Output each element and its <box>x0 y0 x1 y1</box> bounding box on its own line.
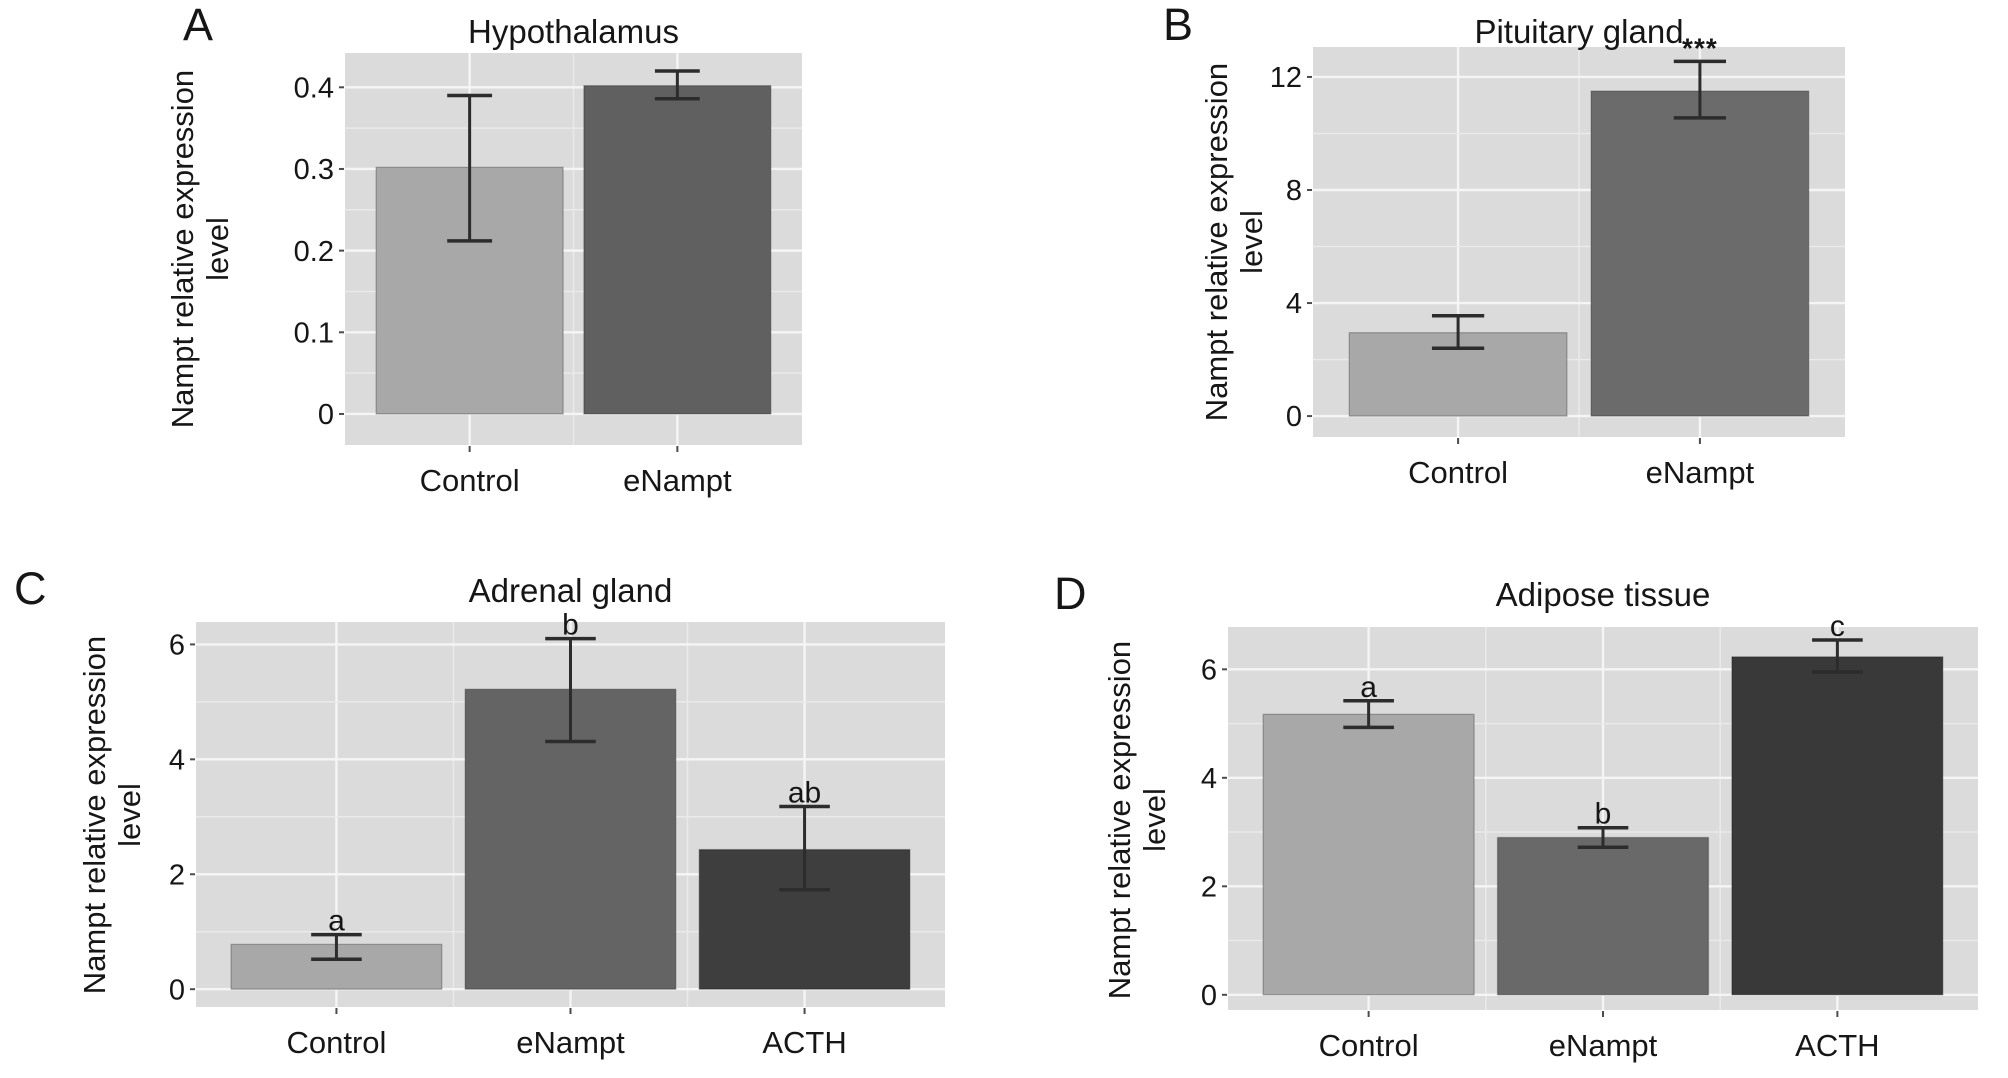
y-tick-label: 0 <box>169 974 185 1006</box>
y-tick-label: 0 <box>1201 980 1217 1012</box>
y-tick-label: 4 <box>169 744 185 776</box>
x-category-label: Control <box>1319 1028 1419 1063</box>
x-category-label: eNampt <box>516 1025 625 1060</box>
y-axis-label-line1: Nampt relative expression <box>165 69 200 429</box>
panel-c-letter: C <box>14 563 47 614</box>
significance-annotation: *** <box>1682 32 1718 63</box>
panel-b-chart: *** 0 4 8 12 Control eNampt <box>1270 32 1845 490</box>
significance-annotation: ab <box>788 776 821 809</box>
x-category-label: ACTH <box>1795 1028 1879 1063</box>
y-tick-label: 8 <box>1286 175 1302 207</box>
x-category-label: eNampt <box>1646 455 1755 490</box>
x-category-label: ACTH <box>762 1025 846 1060</box>
y-axis-label-line1: Nampt relative expression <box>1199 62 1234 422</box>
panel-d-y-axis-label: Nampt relative expression level <box>1102 630 1172 1010</box>
y-axis-label-line2: level <box>200 217 235 281</box>
x-category-label: Control <box>1408 455 1508 490</box>
panel-d-title: Adipose tissue <box>1495 576 1711 613</box>
y-tick-label: 0.3 <box>294 154 334 186</box>
y-tick-label: 0.2 <box>294 236 334 268</box>
significance-annotation: a <box>328 905 345 938</box>
bar-enampt <box>1590 90 1810 417</box>
panel-a-letter: A <box>183 0 214 50</box>
y-axis-label-line1: Nampt relative expression <box>77 635 112 995</box>
significance-annotation: c <box>1830 610 1845 643</box>
y-axis-label-line2: level <box>1234 210 1269 274</box>
y-tick-label: 2 <box>1201 871 1217 903</box>
panel-b-letter: B <box>1163 0 1194 50</box>
x-category-label: eNampt <box>623 463 732 498</box>
y-tick-label: 2 <box>169 859 185 891</box>
y-tick-label: 0.1 <box>294 317 334 349</box>
panel-b-title: Pituitary gland <box>1474 13 1684 50</box>
panel-a-y-axis-label: Nampt relative expression level <box>165 53 235 445</box>
bar-control <box>1262 713 1475 996</box>
x-category-label: Control <box>286 1025 386 1060</box>
y-tick-label: 0 <box>1286 401 1302 433</box>
y-tick-label: 12 <box>1270 62 1302 94</box>
panel-c-title: Adrenal gland <box>468 572 673 609</box>
y-tick-label: 6 <box>1201 654 1217 686</box>
panel-d-letter: D <box>1054 568 1087 619</box>
y-axis-label-line2: level <box>112 783 147 847</box>
significance-annotation: a <box>1360 671 1377 704</box>
panel-c-y-axis-label: Nampt relative expression level <box>77 623 147 1007</box>
x-category-label: eNampt <box>1549 1028 1658 1063</box>
bar-enampt <box>1496 836 1710 996</box>
panel-b-y-axis-label: Nampt relative expression level <box>1199 47 1269 437</box>
panel-a-chart: 0 0.1 0.2 0.3 0.4 Control eNampt <box>294 53 802 498</box>
y-tick-label: 4 <box>1286 288 1302 320</box>
x-category-label: Control <box>420 463 520 498</box>
significance-annotation: b <box>562 609 579 642</box>
bar-enampt <box>583 85 772 415</box>
y-tick-label: 6 <box>169 630 185 662</box>
panel-a-title: Hypothalamus <box>468 13 679 50</box>
significance-annotation: b <box>1595 798 1612 831</box>
y-tick-label: 4 <box>1201 763 1217 795</box>
y-tick-label: 0.4 <box>294 72 334 104</box>
y-tick-label: 0 <box>318 399 334 431</box>
y-axis-label-line2: level <box>1137 788 1172 852</box>
panel-d-chart: a b c 0 2 4 6 Control eNampt ACTH <box>1201 610 1978 1063</box>
y-axis-label-line1: Nampt relative expression <box>1102 640 1137 1000</box>
bar-acth <box>1731 656 1944 996</box>
